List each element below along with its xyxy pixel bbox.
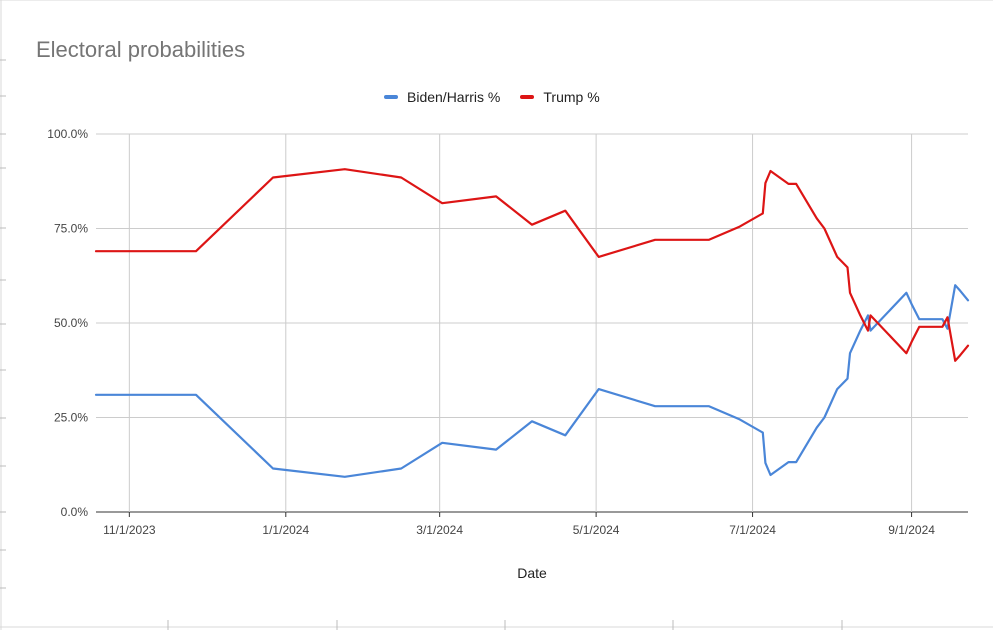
legend-item-biden-harris[interactable]: Biden/Harris % <box>384 89 500 105</box>
chart-title: Electoral probabilities <box>36 37 246 62</box>
y-tick-label: 100.0% <box>47 127 88 141</box>
legend-item-trump[interactable]: Trump % <box>520 89 600 105</box>
y-tick-label: 25.0% <box>54 411 88 425</box>
x-axis-label: Date <box>517 565 547 581</box>
series-line-trump <box>94 168 970 362</box>
legend-swatch-biden-harris <box>384 95 398 99</box>
legend-label-trump: Trump % <box>543 89 600 105</box>
x-tick-label: 7/1/2024 <box>729 523 776 537</box>
x-tick-label: 11/1/2023 <box>103 523 156 537</box>
legend-swatch-trump <box>520 95 535 99</box>
legend: Biden/Harris % Trump % <box>384 89 620 105</box>
x-tick-label: 9/1/2024 <box>888 523 935 537</box>
y-tick-label: 50.0% <box>54 316 88 330</box>
legend-label-biden-harris: Biden/Harris % <box>407 89 501 105</box>
x-tick-label: 5/1/2024 <box>573 523 620 537</box>
x-tick-label: 3/1/2024 <box>416 523 463 537</box>
y-tick-label: 75.0% <box>54 222 88 236</box>
series-line-biden-harris <box>94 284 970 478</box>
y-tick-label: 0.0% <box>61 505 89 519</box>
x-tick-label: 1/1/2024 <box>262 523 309 537</box>
